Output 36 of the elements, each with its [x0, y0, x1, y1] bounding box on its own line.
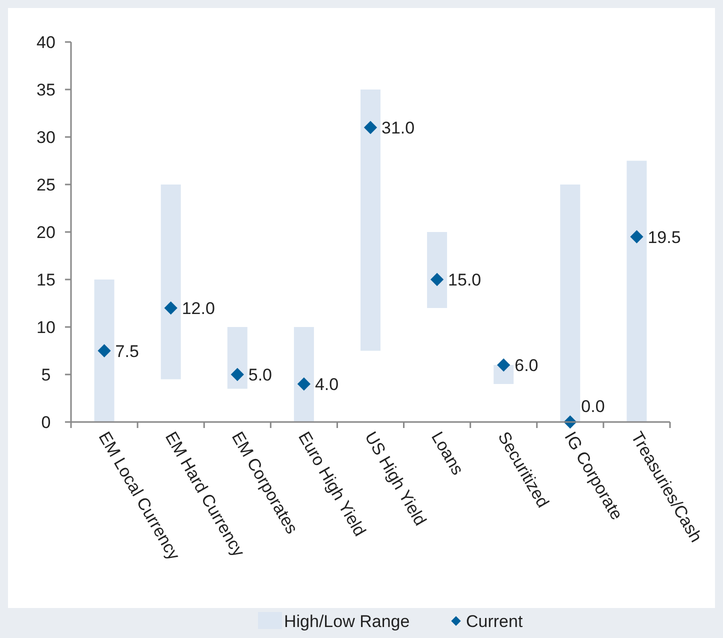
data-label: 0.0 — [581, 397, 605, 416]
point — [364, 120, 378, 134]
point — [297, 377, 311, 391]
y-tick-label: 0 — [41, 413, 51, 432]
bar — [94, 280, 114, 422]
bar — [560, 184, 580, 422]
data-label: 19.5 — [648, 228, 681, 247]
data-label: 4.0 — [314, 375, 339, 394]
data-label: 15.0 — [448, 270, 482, 290]
bar — [360, 90, 380, 351]
y-tick-label: 10 — [36, 318, 56, 337]
bar — [427, 232, 448, 308]
data-label: 31.0 — [382, 118, 415, 138]
bar — [227, 327, 248, 389]
y-tick-label: 15 — [36, 270, 56, 290]
bar — [160, 184, 181, 380]
y-tick-label: 5 — [41, 366, 51, 384]
data-label: 7.5 — [115, 342, 139, 361]
y-tick-label: 35 — [36, 80, 56, 100]
point — [430, 272, 444, 286]
bar — [294, 327, 314, 422]
y-tick-label: 40 — [36, 33, 56, 52]
data-label: 6.0 — [514, 356, 538, 375]
point — [164, 301, 178, 315]
legend-label: High/Low Range — [284, 612, 410, 631]
bar — [626, 160, 647, 422]
point — [630, 230, 644, 244]
point — [98, 344, 111, 358]
y-tick-label: 30 — [36, 128, 56, 147]
y-tick-label: 20 — [36, 223, 56, 242]
point — [497, 358, 510, 372]
data-label: 12.0 — [182, 299, 215, 318]
data-label: 5.0 — [248, 366, 272, 384]
point — [230, 368, 244, 382]
y-tick-label: 25 — [36, 176, 56, 194]
legend-label: Current — [466, 612, 523, 631]
